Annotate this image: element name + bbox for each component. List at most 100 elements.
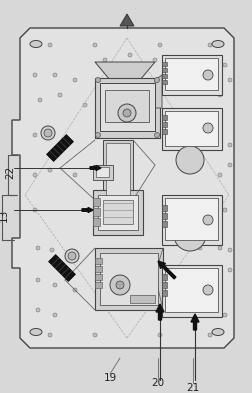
Circle shape xyxy=(218,173,222,177)
Circle shape xyxy=(44,129,52,137)
Circle shape xyxy=(228,78,232,82)
FancyArrow shape xyxy=(156,304,164,320)
Bar xyxy=(165,58,218,90)
Bar xyxy=(105,90,149,122)
Circle shape xyxy=(33,133,37,137)
Bar xyxy=(165,198,218,240)
FancyArrow shape xyxy=(158,261,176,279)
Polygon shape xyxy=(155,75,162,108)
Circle shape xyxy=(158,333,162,337)
Circle shape xyxy=(154,132,160,138)
Bar xyxy=(165,111,218,146)
Bar xyxy=(93,208,100,216)
Circle shape xyxy=(208,43,212,47)
Ellipse shape xyxy=(212,329,224,336)
Circle shape xyxy=(158,43,162,47)
Bar xyxy=(95,274,102,280)
Circle shape xyxy=(173,63,177,67)
Circle shape xyxy=(93,333,97,337)
Circle shape xyxy=(36,246,40,250)
Bar xyxy=(130,295,155,303)
Polygon shape xyxy=(49,255,75,281)
Circle shape xyxy=(48,43,52,47)
Circle shape xyxy=(73,78,77,82)
Circle shape xyxy=(93,43,97,47)
Circle shape xyxy=(228,143,232,147)
Circle shape xyxy=(96,77,101,83)
Bar xyxy=(162,129,167,134)
Circle shape xyxy=(218,278,222,282)
Circle shape xyxy=(33,73,37,77)
Circle shape xyxy=(174,219,206,251)
Bar xyxy=(162,274,167,280)
Circle shape xyxy=(83,103,87,107)
Text: 19: 19 xyxy=(103,373,117,383)
Bar xyxy=(98,195,138,230)
Circle shape xyxy=(223,313,227,317)
Circle shape xyxy=(116,281,124,289)
Bar xyxy=(93,190,143,235)
FancyArrow shape xyxy=(82,208,93,213)
Circle shape xyxy=(203,58,207,62)
Circle shape xyxy=(198,283,202,287)
Text: 20: 20 xyxy=(151,378,165,388)
Circle shape xyxy=(50,248,54,252)
FancyArrow shape xyxy=(191,314,199,330)
Text: 13: 13 xyxy=(0,208,9,222)
Text: 21: 21 xyxy=(186,383,200,393)
Circle shape xyxy=(96,132,101,138)
Circle shape xyxy=(53,73,57,77)
Circle shape xyxy=(203,123,213,133)
Circle shape xyxy=(33,173,37,177)
Circle shape xyxy=(228,248,232,252)
Bar xyxy=(95,282,102,288)
Circle shape xyxy=(153,58,157,62)
Bar xyxy=(100,253,158,305)
Circle shape xyxy=(218,246,222,250)
Circle shape xyxy=(118,104,136,122)
Circle shape xyxy=(203,215,213,225)
Circle shape xyxy=(33,208,37,212)
Circle shape xyxy=(73,250,77,254)
Bar xyxy=(162,108,222,150)
Bar xyxy=(162,282,167,288)
Polygon shape xyxy=(12,28,234,348)
Polygon shape xyxy=(95,62,155,80)
Bar xyxy=(96,167,109,177)
Bar xyxy=(162,62,167,66)
Circle shape xyxy=(65,249,79,263)
Circle shape xyxy=(53,283,57,287)
Bar xyxy=(162,265,222,317)
Bar xyxy=(100,83,155,131)
Circle shape xyxy=(123,109,131,117)
Bar xyxy=(162,122,167,127)
Circle shape xyxy=(58,93,62,97)
Polygon shape xyxy=(47,134,73,162)
Circle shape xyxy=(41,126,55,140)
Text: 22: 22 xyxy=(5,165,15,179)
Circle shape xyxy=(223,63,227,67)
Circle shape xyxy=(176,146,204,174)
Bar xyxy=(93,198,100,206)
Bar xyxy=(165,268,218,312)
Circle shape xyxy=(154,77,160,83)
Bar xyxy=(162,68,167,72)
Bar xyxy=(93,218,100,226)
Circle shape xyxy=(53,313,57,317)
Bar xyxy=(162,290,167,296)
Circle shape xyxy=(48,333,52,337)
Bar xyxy=(162,213,167,219)
Circle shape xyxy=(48,168,52,172)
Circle shape xyxy=(73,288,77,292)
Circle shape xyxy=(203,285,213,295)
Circle shape xyxy=(223,208,227,212)
Circle shape xyxy=(103,58,107,62)
Bar xyxy=(95,266,102,272)
Bar xyxy=(162,74,167,78)
Circle shape xyxy=(36,278,40,282)
Circle shape xyxy=(68,252,76,260)
Bar xyxy=(95,78,160,138)
Circle shape xyxy=(203,70,213,80)
Circle shape xyxy=(198,308,202,312)
Circle shape xyxy=(228,163,232,167)
